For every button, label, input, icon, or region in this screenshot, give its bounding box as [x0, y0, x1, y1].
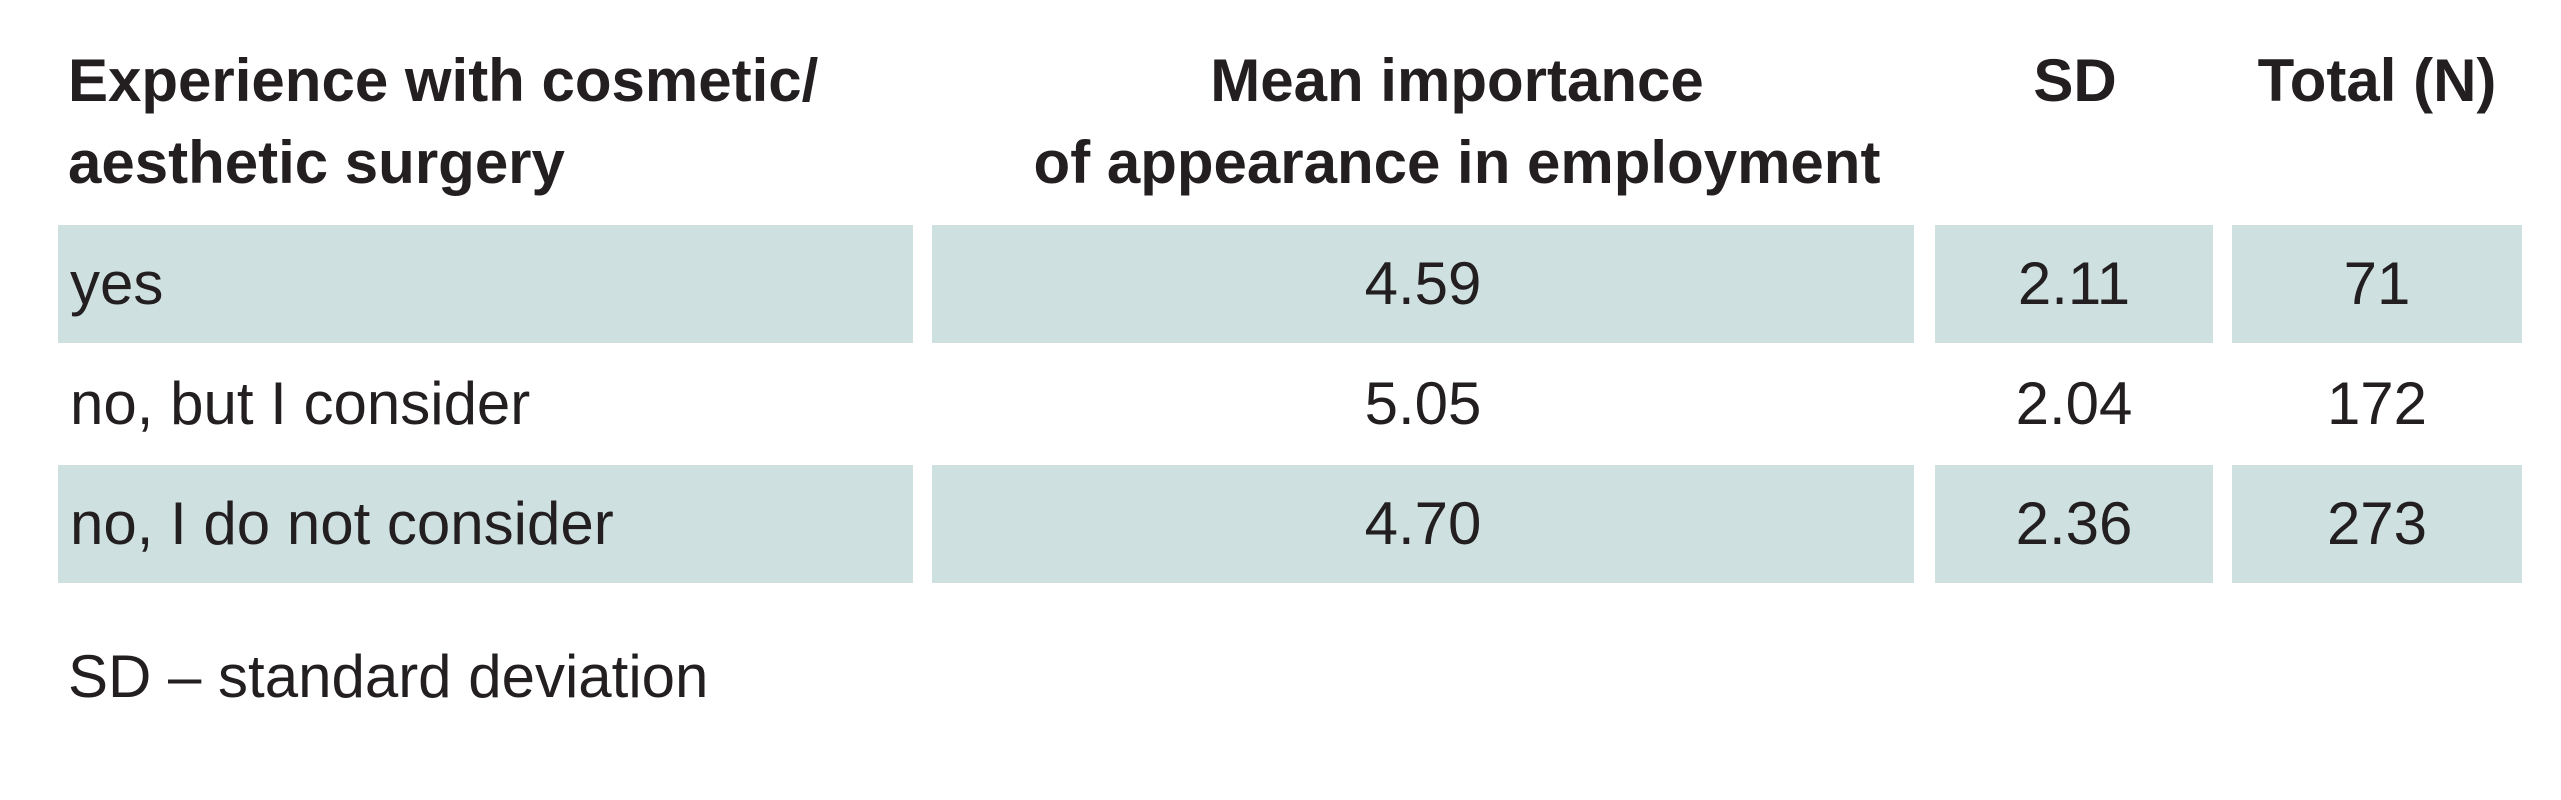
cell-experience: no, I do not consider — [58, 465, 913, 583]
header-mean-line-2: of appearance in employment — [1033, 129, 1881, 196]
header-mean-line-1: Mean importance — [1210, 47, 1704, 114]
cell-mean: 5.05 — [1364, 370, 1482, 437]
header-mean-importance: Mean importance of appearance in employm… — [932, 40, 1982, 204]
cell-sd: 2.36 — [1935, 465, 2213, 583]
cell-experience: no, but I consider — [70, 370, 531, 437]
cell-mean: 4.59 — [932, 225, 1914, 343]
table-row: no, I do not consider 4.70 2.36 273 — [0, 465, 2561, 583]
cell-sd: 2.04 — [2015, 370, 2133, 437]
table-footnote: SD – standard deviation — [68, 643, 709, 710]
cell-experience: yes — [58, 225, 913, 343]
table-row: yes 4.59 2.11 71 — [0, 225, 2561, 343]
cell-sd: 2.11 — [1935, 225, 2213, 343]
header-total-label: Total (N) — [2257, 47, 2497, 114]
cell-total: 172 — [2326, 370, 2428, 437]
cell-mean: 4.70 — [932, 465, 1914, 583]
cell-total: 71 — [2232, 225, 2522, 343]
cell-total: 273 — [2232, 465, 2522, 583]
header-experience: Experience with cosmetic/ aesthetic surg… — [68, 40, 818, 204]
header-sd: SD — [1935, 40, 2215, 122]
header-total: Total (N) — [2232, 40, 2522, 122]
header-experience-line-1: Experience with cosmetic/ — [68, 47, 819, 114]
header-sd-label: SD — [2033, 47, 2117, 114]
table-row: no, but I consider 5.05 2.04 172 — [0, 345, 2561, 463]
header-experience-line-2: aesthetic surgery — [68, 129, 565, 196]
